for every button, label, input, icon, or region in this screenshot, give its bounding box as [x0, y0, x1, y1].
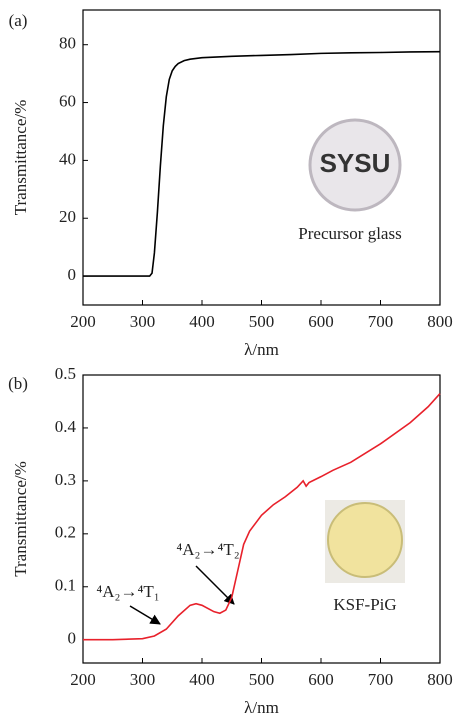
- y-tick-label: 20: [59, 207, 76, 226]
- y-tick-label: 0: [68, 629, 77, 648]
- x-tick-label: 600: [308, 312, 334, 331]
- x-tick-label: 300: [130, 312, 156, 331]
- arrow: [196, 566, 234, 604]
- y-tick-label: 0: [68, 265, 77, 284]
- x-tick-label: 400: [189, 670, 215, 689]
- figure: 200 300 400 500 600 700 800 0 20 40 60 80 λ/nm Transm…: [0, 0, 460, 719]
- panel-label: (b): [8, 374, 28, 393]
- x-tick-label: 700: [368, 670, 394, 689]
- y-tick-label: 40: [59, 149, 76, 168]
- x-tick-label: 200: [70, 670, 96, 689]
- y-tick-label: 0.5: [55, 364, 76, 383]
- x-tick-label: 800: [427, 670, 453, 689]
- annotation: SYSU: [320, 148, 391, 178]
- y-tick-label: 0.4: [55, 417, 77, 436]
- annotation: KSF-PiG: [333, 595, 396, 614]
- y-axis-label: Transmittance/%: [11, 461, 30, 577]
- y-tick-label: 60: [59, 91, 76, 110]
- x-tick-label: 500: [249, 312, 275, 331]
- x-tick-label: 300: [130, 670, 156, 689]
- y-axis-label: Transmittance/%: [11, 100, 30, 216]
- x-tick-label: 500: [249, 670, 275, 689]
- x-tick-label: 600: [308, 670, 334, 689]
- annotation: ⁴A₂→⁴T₁: [96, 582, 159, 601]
- x-tick-label: 400: [189, 312, 215, 331]
- y-tick-label: 0.2: [55, 523, 76, 542]
- arrow: [130, 606, 160, 624]
- annotation: ⁴A₂→⁴T₂: [176, 540, 239, 559]
- annotation: Precursor glass: [298, 224, 401, 243]
- panel-label: (a): [9, 11, 28, 30]
- y-tick-label: 80: [59, 34, 76, 53]
- x-axis-label: λ/nm: [244, 698, 279, 717]
- x-tick-label: 800: [427, 312, 453, 331]
- y-tick-label: 0.3: [55, 470, 76, 489]
- x-tick-label: 700: [368, 312, 394, 331]
- x-tick-label: 200: [70, 312, 96, 331]
- y-tick-label: 0.1: [55, 576, 76, 595]
- inset-photo-b: [325, 500, 405, 583]
- x-axis-label: λ/nm: [244, 340, 279, 359]
